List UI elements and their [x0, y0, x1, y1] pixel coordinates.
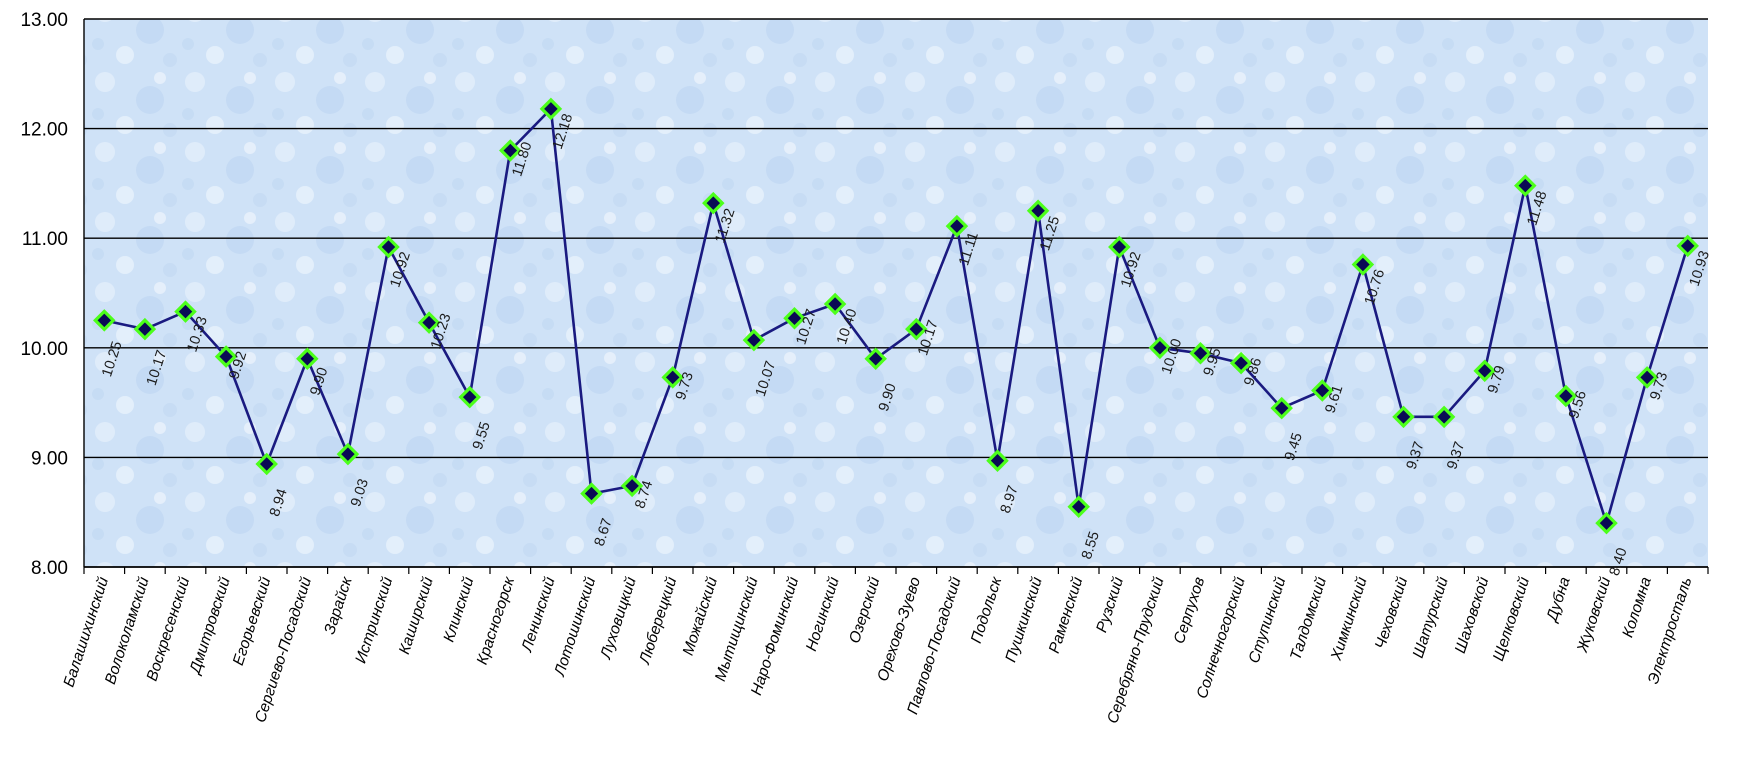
y-tick-label: 9.00: [31, 448, 68, 469]
x-tick-label: Ногинский: [803, 575, 843, 654]
series-line: [104, 107, 1689, 525]
y-tick-label: 11.00: [22, 229, 68, 250]
y-tick-label: 12.00: [20, 120, 68, 141]
data-point: [214, 345, 238, 368]
x-tick-label: Лотошинский: [551, 575, 599, 679]
x-tick-label: Дмитровский: [186, 575, 234, 678]
data-point: [620, 474, 644, 498]
x-tick-label: Чеховский: [1372, 575, 1411, 652]
data-point: [905, 317, 928, 341]
x-tick-label: Шаховской: [1452, 575, 1493, 656]
x-tick-label: Клинский: [441, 575, 478, 645]
plot-area: [84, 19, 1708, 567]
data-point: [1676, 234, 1699, 258]
y-tick-label: 10.00: [20, 339, 68, 360]
data-point: [1432, 405, 1456, 429]
data-point: [458, 385, 481, 409]
data-point: [945, 214, 969, 238]
x-tick-label: Зарайск: [321, 574, 356, 636]
data-point: [1554, 384, 1578, 408]
x-tick-label: Пушкинский: [1002, 575, 1046, 665]
x-tick-label: Химкинский: [1328, 575, 1371, 664]
x-tick-label: Дубна: [1543, 575, 1574, 625]
data-point: [864, 347, 887, 371]
data-point: [1392, 405, 1415, 429]
x-tick-label: Серпухов: [1171, 575, 1208, 646]
x-tick-label: Рузский: [1093, 575, 1127, 635]
data-point: [1229, 351, 1253, 375]
data-point: [1067, 495, 1090, 518]
x-tick-label: Можайский: [680, 575, 721, 658]
data-point: [1311, 379, 1334, 402]
x-tick-label: Раменский: [1046, 575, 1087, 656]
data-point: [986, 449, 1009, 472]
data-point: [1351, 253, 1375, 276]
x-tick-label: Ленинский: [518, 575, 558, 655]
data-point: [1473, 359, 1496, 383]
x-tick-label: Каширский: [396, 575, 437, 657]
data-point: [417, 311, 441, 334]
x-tick-label: Ступинский: [1246, 575, 1290, 666]
data-point: [702, 191, 725, 215]
x-tick-label: Красногорск: [474, 574, 519, 666]
x-axis: БалашихинскийВолоколамскийВоскресенскийД…: [61, 566, 1709, 726]
data-point: [336, 442, 360, 466]
data-point: [1635, 366, 1659, 389]
data-point: [1148, 336, 1172, 360]
data-point: [499, 139, 522, 162]
x-tick-label: Люберецкий: [636, 575, 680, 667]
data-point: [742, 328, 766, 352]
data-point: [174, 300, 197, 323]
x-tick-label: Жуковский: [1574, 575, 1615, 656]
data-point: [539, 97, 563, 121]
data-point: [255, 452, 278, 476]
x-tick-label: Волоколамский: [102, 575, 153, 687]
x-tick-label: Подольск: [968, 574, 1006, 645]
data-point: [1026, 199, 1050, 223]
data-point: [133, 317, 157, 341]
x-tick-label: Щелковский: [1490, 575, 1533, 664]
data-point: [1595, 511, 1618, 535]
y-tick-label: 13.00: [20, 10, 68, 31]
x-tick-label: Истринский: [352, 575, 396, 666]
data-point: [823, 292, 847, 316]
data-point: [783, 306, 806, 330]
x-tick-label: Луховицкий: [597, 575, 640, 662]
y-axis: 8.00 9.00 10.00 11.00 12.00 13.00: [20, 10, 85, 579]
x-tick-label: Талдомский: [1287, 575, 1330, 663]
data-point: [661, 366, 684, 389]
x-tick-label: Мытищинский: [712, 575, 762, 684]
data-point: [1189, 342, 1212, 365]
data-point: [296, 347, 319, 371]
x-tick-label: Шатурский: [1410, 575, 1452, 661]
x-tick-label: Электросталь: [1645, 575, 1696, 686]
data-point: [1514, 174, 1537, 197]
data-point: [580, 482, 603, 505]
data-point: [377, 235, 400, 259]
x-tick-label: Коломна: [1619, 575, 1655, 640]
y-tick-label: 8.00: [31, 558, 68, 579]
x-tick-label: Озерский: [846, 575, 883, 646]
x-tick-label: Егорьевский: [230, 575, 275, 668]
data-point: [1270, 396, 1293, 420]
x-tick-label: Воскресенский: [144, 575, 194, 684]
data-point: [1108, 235, 1131, 259]
x-tick-label: Орехово-Зуево: [874, 575, 924, 684]
data-point: [93, 309, 116, 332]
